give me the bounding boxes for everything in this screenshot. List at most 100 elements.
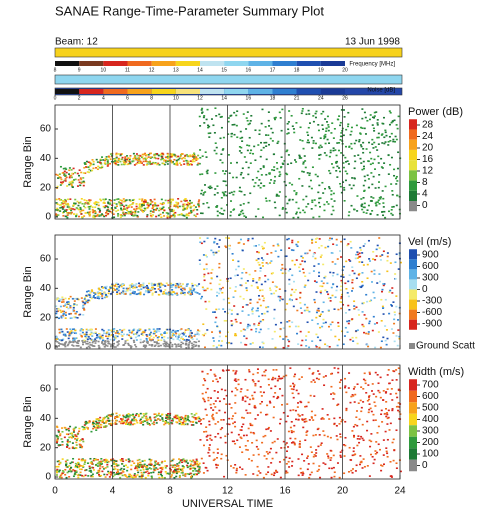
echo	[306, 430, 309, 432]
echo	[75, 213, 78, 216]
scale-segment	[175, 61, 200, 66]
echo	[188, 334, 191, 337]
echo	[85, 294, 88, 297]
echo	[339, 387, 342, 389]
echo	[175, 293, 178, 296]
echo	[275, 286, 278, 288]
echo	[105, 296, 108, 298]
echo	[362, 160, 365, 163]
echo	[224, 435, 227, 438]
echo	[68, 183, 71, 186]
echo	[143, 471, 146, 474]
echo	[107, 164, 110, 166]
echo	[183, 199, 186, 202]
echo	[160, 334, 163, 336]
echo	[141, 284, 144, 287]
echo	[246, 149, 249, 152]
echo	[323, 203, 326, 206]
echo	[257, 257, 260, 260]
echo	[273, 166, 276, 168]
echo	[225, 454, 228, 457]
echo	[228, 423, 231, 426]
echo	[202, 472, 205, 474]
echo	[78, 202, 81, 204]
echo	[119, 153, 122, 156]
echo	[203, 400, 206, 403]
echo	[386, 252, 389, 254]
echo	[59, 176, 62, 179]
echo	[272, 244, 275, 247]
echo	[58, 470, 61, 473]
date: 13 Jun 1998	[345, 37, 400, 48]
echo	[199, 419, 202, 421]
echo	[176, 282, 179, 285]
echo	[155, 419, 158, 422]
echo	[293, 375, 296, 378]
echo	[127, 460, 130, 463]
echo	[383, 210, 386, 213]
echo	[246, 412, 249, 414]
echo	[133, 157, 136, 160]
echo	[196, 213, 199, 215]
echo	[166, 337, 169, 339]
colorbar-tick-label: 200	[422, 437, 439, 448]
echo	[332, 243, 335, 246]
echo	[64, 342, 67, 344]
echo	[330, 237, 333, 240]
echo	[106, 466, 109, 468]
echo	[185, 199, 188, 202]
echo	[308, 172, 311, 175]
echo	[113, 158, 116, 160]
echo	[59, 330, 62, 333]
echo	[140, 288, 143, 290]
echo	[115, 460, 118, 463]
echo	[391, 408, 394, 410]
echo	[216, 243, 219, 245]
echo	[172, 333, 175, 335]
echo	[395, 405, 398, 408]
echo	[241, 167, 244, 170]
echo	[202, 397, 205, 400]
echo	[144, 471, 147, 474]
echo	[206, 237, 209, 239]
scale-segment	[224, 61, 249, 66]
echo	[142, 158, 145, 160]
echo	[106, 209, 109, 211]
echo	[169, 460, 172, 463]
echo	[393, 449, 396, 452]
echo	[112, 213, 115, 216]
echo	[93, 457, 96, 460]
echo	[70, 207, 73, 210]
echo	[84, 335, 87, 338]
echo	[362, 148, 365, 150]
echo	[147, 204, 150, 207]
echo	[362, 245, 365, 247]
echo	[91, 290, 94, 293]
echo	[135, 205, 138, 208]
echo	[333, 367, 336, 369]
echo	[216, 205, 219, 207]
echo	[385, 329, 388, 331]
echo	[284, 308, 287, 311]
echo	[87, 290, 90, 292]
echo	[216, 210, 219, 213]
echo	[96, 291, 99, 293]
echo	[340, 307, 343, 310]
echo	[135, 283, 138, 285]
echo	[281, 108, 284, 111]
echo	[362, 378, 365, 381]
echo	[302, 198, 305, 201]
echo	[391, 441, 394, 444]
echo	[71, 297, 74, 300]
echo	[186, 203, 189, 206]
echo	[327, 124, 330, 126]
echo	[73, 469, 76, 472]
echo	[96, 427, 99, 429]
echo	[225, 184, 228, 187]
echo	[106, 162, 109, 164]
echo	[197, 470, 200, 472]
echo	[120, 202, 123, 205]
echo	[291, 125, 294, 128]
echo	[159, 286, 162, 289]
echo	[150, 468, 153, 470]
